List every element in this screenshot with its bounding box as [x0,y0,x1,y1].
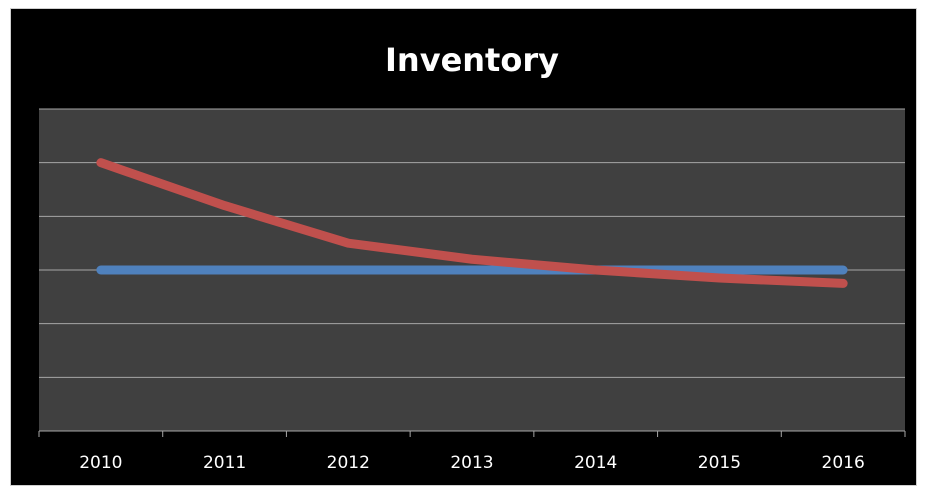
series-1-point [100,269,102,271]
series-1-point [718,269,720,271]
chart-title: Inventory [385,41,559,79]
series-2-point [718,277,720,279]
x-tick-label: 2012 [327,453,370,473]
series-1-point [347,269,349,271]
series-1-point [471,269,473,271]
series-2-point [595,269,597,271]
chart-frame: Inventory 2010 2011 2012 2013 2014 2015 2016 [10,8,917,486]
x-tick-label: 2013 [450,453,493,473]
series-2-point [100,162,102,164]
x-tick-label: 2014 [574,453,617,473]
x-tick-label: 2010 [79,453,122,473]
series-2-point [347,242,349,244]
series-1-point [842,269,844,271]
series-2-point [471,258,473,260]
x-tick-label: 2011 [203,453,246,473]
series-1-point [224,269,226,271]
x-tick-label: 2015 [698,453,741,473]
series-2-point [224,205,226,207]
line-chart: Inventory 2010 2011 2012 2013 2014 2015 2016 [38,41,906,473]
x-tick-label: 2016 [822,453,865,473]
series-2-point [842,282,844,284]
